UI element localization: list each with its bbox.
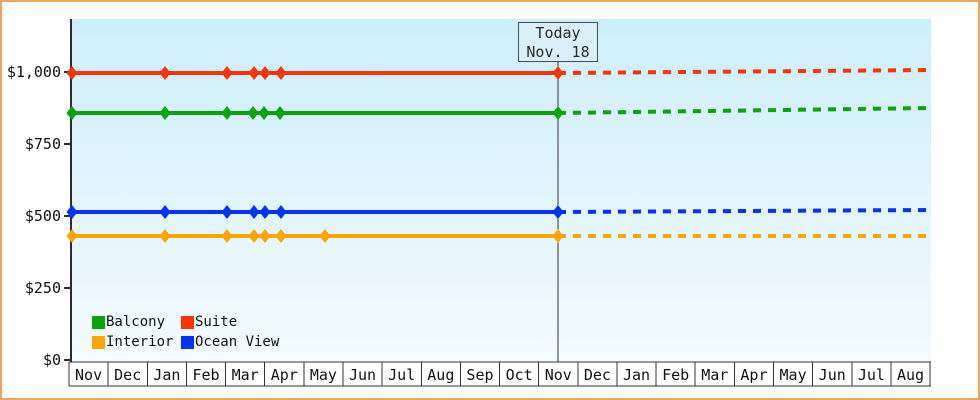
month-label: Aug (427, 366, 454, 384)
data-point-marker-interior[interactable] (248, 229, 260, 243)
projected-price-line-balcony (557, 106, 932, 115)
data-point-marker-suite[interactable] (66, 66, 78, 80)
suite-color-swatch (181, 315, 194, 329)
data-point-marker-interior[interactable] (159, 229, 171, 243)
data-point-marker-suite[interactable] (259, 66, 271, 80)
data-point-marker-balcony[interactable] (552, 106, 564, 120)
data-point-marker-suite[interactable] (275, 66, 287, 80)
data-point-marker-interior[interactable] (275, 229, 287, 243)
legend-label-balcony: Balcony (106, 314, 166, 330)
today-date-label: Nov. 18 (526, 43, 590, 61)
y-axis-tick-label: $1,000 (7, 63, 61, 81)
data-point-marker-suite[interactable] (552, 66, 564, 80)
data-point-marker-suite[interactable] (159, 66, 171, 80)
data-point-marker-balcony[interactable] (66, 106, 78, 120)
data-point-marker-ocean-view[interactable] (275, 205, 287, 219)
legend-label-suite: Suite (195, 314, 238, 330)
month-label: Feb (662, 366, 689, 384)
data-point-marker-interior[interactable] (221, 229, 233, 243)
data-point-marker-balcony[interactable] (159, 106, 171, 120)
today-annotation-box: Today Nov. 18 (518, 22, 598, 62)
data-point-marker-balcony[interactable] (274, 106, 286, 120)
data-point-marker-interior[interactable] (319, 229, 331, 243)
data-point-marker-interior[interactable] (66, 229, 78, 243)
data-point-marker-interior[interactable] (552, 229, 564, 243)
month-label: May (780, 366, 807, 384)
data-point-marker-balcony[interactable] (221, 106, 233, 120)
data-point-marker-ocean-view[interactable] (259, 205, 271, 219)
month-label: Jul (388, 366, 415, 384)
month-label: Nov (75, 366, 102, 384)
legend-item-ocean-view[interactable]: Ocean View (181, 332, 279, 352)
month-label: Sep (466, 366, 493, 384)
month-label: Jan (153, 366, 180, 384)
data-point-marker-ocean-view[interactable] (552, 205, 564, 219)
month-label: Feb (192, 366, 219, 384)
legend-item-interior[interactable]: Interior (92, 332, 181, 352)
today-label: Today (535, 24, 581, 42)
month-label: Apr (740, 366, 767, 384)
month-label: Mar (701, 366, 728, 384)
month-label: Nov (545, 366, 572, 384)
month-label: Aug (897, 366, 924, 384)
data-point-marker-ocean-view[interactable] (66, 205, 78, 219)
month-label: Jun (819, 366, 846, 384)
y-axis-tick-label: $500 (25, 207, 61, 225)
data-point-marker-interior[interactable] (259, 229, 271, 243)
data-point-marker-balcony[interactable] (258, 106, 270, 120)
y-axis-tick-label: $0 (43, 351, 61, 369)
month-label: Dec (114, 366, 141, 384)
data-point-marker-ocean-view[interactable] (221, 205, 233, 219)
legend-label-interior: Interior (106, 334, 174, 350)
month-label: Jul (858, 366, 885, 384)
data-point-marker-ocean-view[interactable] (248, 205, 260, 219)
projected-price-line-ocean-view (557, 208, 932, 214)
month-label: Oct (506, 366, 533, 384)
month-label: Jun (349, 366, 376, 384)
projected-price-line-suite (557, 68, 932, 75)
month-label: Mar (232, 366, 259, 384)
month-label: May (310, 366, 337, 384)
legend-item-suite[interactable]: Suite (181, 312, 279, 332)
data-point-marker-balcony[interactable] (247, 106, 259, 120)
balcony-color-swatch (92, 315, 105, 329)
month-label: Jan (623, 366, 650, 384)
month-label: Dec (584, 366, 611, 384)
y-axis-tick-label: $250 (25, 279, 61, 297)
month-label: Apr (271, 366, 298, 384)
data-point-marker-ocean-view[interactable] (159, 205, 171, 219)
data-point-marker-suite[interactable] (221, 66, 233, 80)
ocean-view-color-swatch (181, 335, 194, 349)
y-axis-tick-label: $750 (25, 135, 61, 153)
data-point-marker-suite[interactable] (248, 66, 260, 80)
legend-label-ocean-view: Ocean View (195, 334, 280, 350)
chart-legend: Balcony Suite Interior Ocean View (92, 312, 279, 352)
legend-item-balcony[interactable]: Balcony (92, 312, 181, 332)
plot-background (72, 19, 931, 361)
interior-color-swatch (92, 335, 105, 349)
